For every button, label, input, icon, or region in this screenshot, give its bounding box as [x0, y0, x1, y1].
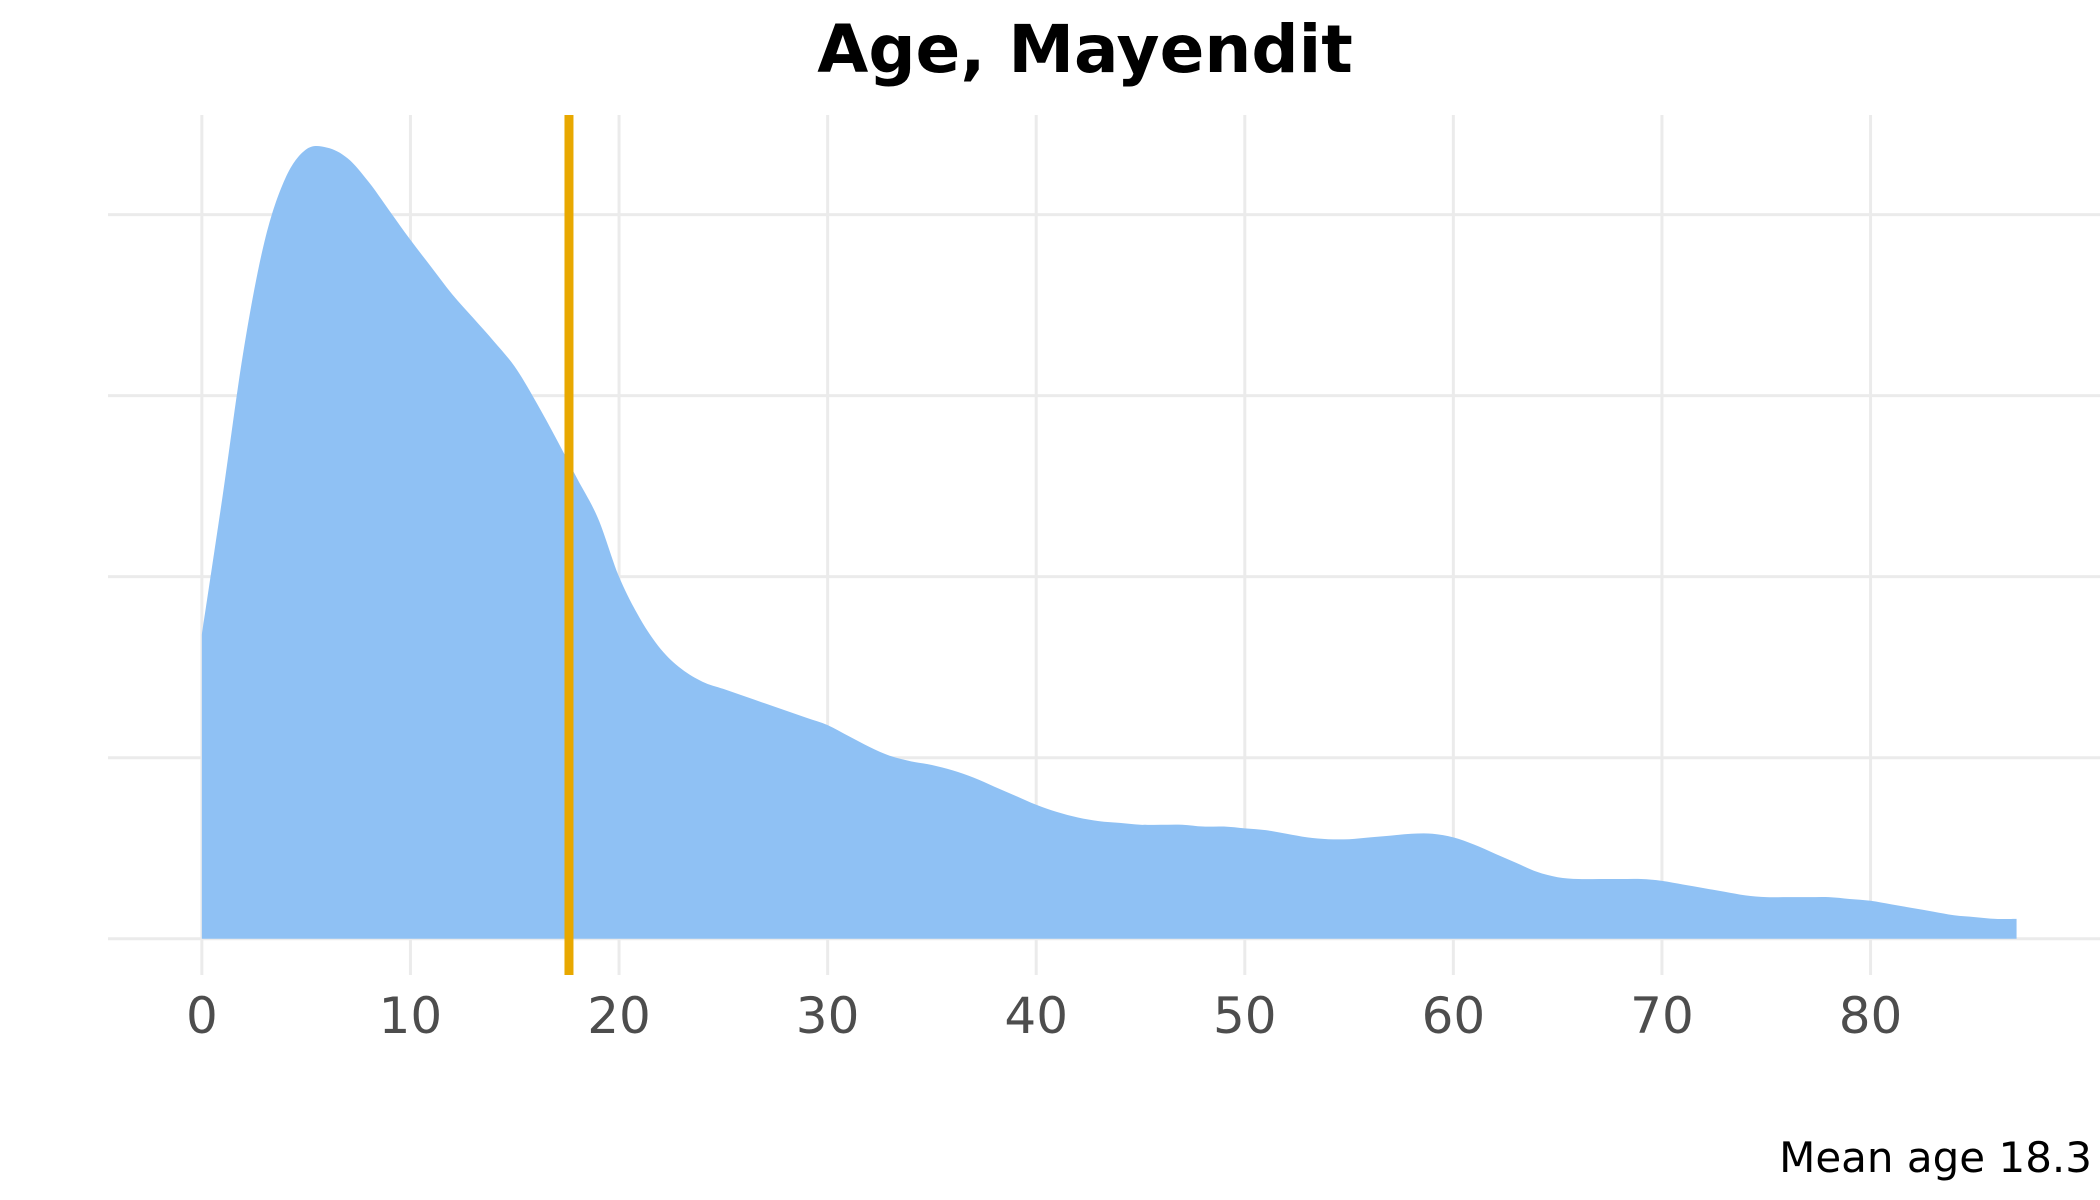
x-tick-label: 50 [1213, 987, 1277, 1045]
x-tick-label: 30 [796, 987, 860, 1045]
mean-age-caption: Mean age 18.3 [1779, 1133, 2092, 1182]
x-tick-label: 20 [587, 987, 651, 1045]
density-area [201, 146, 2017, 939]
x-tick-label: 60 [1422, 987, 1486, 1045]
x-tick-label: 0 [186, 987, 218, 1045]
chart-title: Age, Mayendit [817, 11, 1353, 88]
x-tick-label: 70 [1630, 987, 1694, 1045]
x-axis-tick-labels: 0 10 20 30 40 50 60 70 80 [186, 987, 1902, 1045]
x-tick-label: 40 [1004, 987, 1068, 1045]
x-tick-label: 10 [379, 987, 443, 1045]
x-tick-label: 80 [1839, 987, 1903, 1045]
